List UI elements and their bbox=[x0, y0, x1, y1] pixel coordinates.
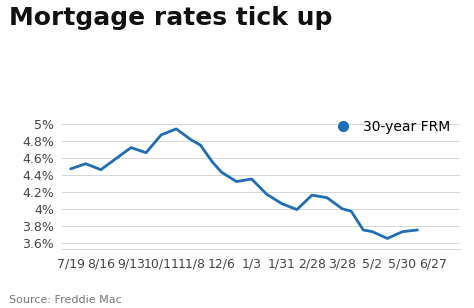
Legend: 30-year FRM: 30-year FRM bbox=[327, 117, 453, 137]
Text: Mortgage rates tick up: Mortgage rates tick up bbox=[9, 6, 333, 30]
Text: Source: Freddie Mac: Source: Freddie Mac bbox=[9, 295, 122, 305]
